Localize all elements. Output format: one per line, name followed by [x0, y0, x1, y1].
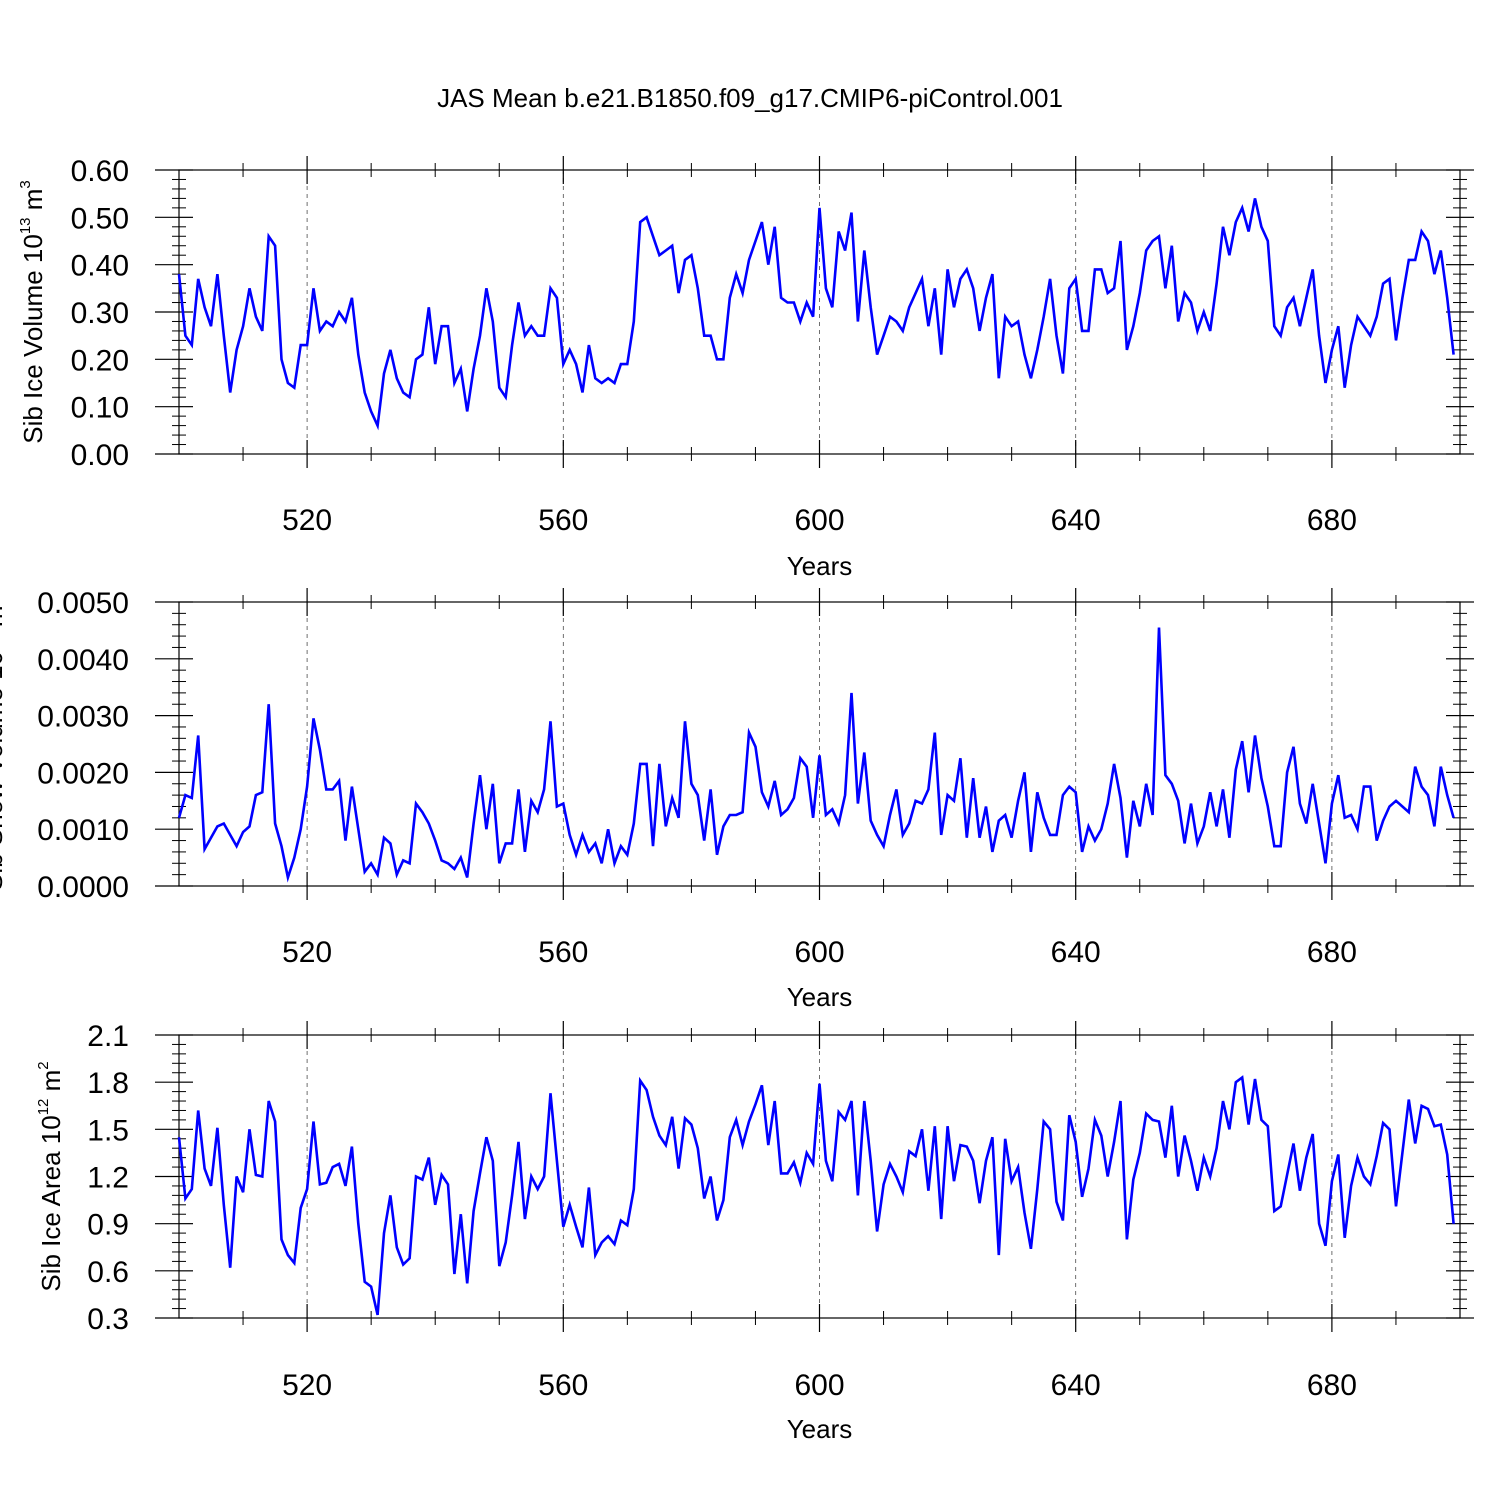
y-tick-label: 0.0050: [37, 587, 129, 620]
x-axis-title: Years: [787, 982, 853, 1012]
x-tick-label: 560: [538, 504, 588, 537]
x-tick-label: 680: [1307, 504, 1357, 537]
y-tick-label: 0.0030: [37, 701, 129, 734]
chart-title: JAS Mean b.e21.B1850.f09_g17.CMIP6-piCon…: [437, 83, 1063, 113]
y-tick-label: 0.0020: [37, 757, 129, 790]
y-tick-label: 0.0040: [37, 644, 129, 677]
y-tick-label: 0.9: [87, 1209, 129, 1242]
y-tick-label: 1.5: [87, 1114, 129, 1147]
y-tick-label: 2.1: [87, 1020, 129, 1053]
y-tick-label: 0.40: [71, 250, 129, 283]
y-tick-label: 0.0000: [37, 871, 129, 904]
x-tick-label: 680: [1307, 1369, 1357, 1402]
x-tick-label: 600: [794, 504, 844, 537]
y-axis-title: Sib Snow Volume 1013 m3: [0, 597, 8, 891]
y-tick-label: 0.6: [87, 1256, 129, 1289]
y-tick-label: 0.0010: [37, 814, 129, 847]
panel-1: 520 560 600 640 680 0.00 0.10 0.20 0.30 0.40 0.50 0…: [17, 155, 1474, 581]
y-tick-label: 0.3: [87, 1303, 129, 1336]
y-axis-title: Sib Ice Area 1012 m2: [35, 1061, 66, 1291]
y-tick-label: 0.30: [71, 297, 129, 330]
x-tick-label: 680: [1307, 936, 1357, 969]
y-tick-label: 1.8: [87, 1067, 129, 1100]
x-tick-label: 560: [538, 936, 588, 969]
x-axis-title: Years: [787, 551, 853, 581]
panel-2: 520 560 600 640 680 0.0000 0.0010 0.0020 0.0030 0…: [0, 587, 1474, 1012]
x-tick-label: 560: [538, 1369, 588, 1402]
series-line-3: [177, 1075, 1455, 1316]
x-tick-label: 600: [794, 1369, 844, 1402]
y-axis-title: Sib Ice Volume 1013 m3: [17, 180, 48, 444]
chart-panels: 520 560 600 640 680 0.00 0.10 0.20 0.30 0.40 0.50 0…: [0, 155, 1474, 1444]
x-axis-title: Years: [787, 1414, 853, 1444]
y-tick-label: 0.50: [71, 202, 129, 235]
x-tick-label: 640: [1051, 936, 1101, 969]
x-tick-label: 520: [282, 504, 332, 537]
x-tick-label: 640: [1051, 1369, 1101, 1402]
y-tick-label: 0.20: [71, 344, 129, 377]
x-tick-label: 520: [282, 1369, 332, 1402]
x-tick-label: 640: [1051, 504, 1101, 537]
y-tick-label: 0.10: [71, 392, 129, 425]
series-line-1: [177, 198, 1455, 431]
y-tick-label: 0.60: [71, 155, 129, 188]
panel-3: 520 560 600 640 680 0.3 0.6 0.9 1.2 1.5 1.8 2.1 Year…: [35, 1020, 1474, 1444]
y-tick-label: 1.2: [87, 1162, 129, 1195]
x-tick-label: 520: [282, 936, 332, 969]
y-tick-label: 0.00: [71, 439, 129, 472]
x-tick-label: 600: [794, 936, 844, 969]
series-line-2: [177, 627, 1455, 883]
